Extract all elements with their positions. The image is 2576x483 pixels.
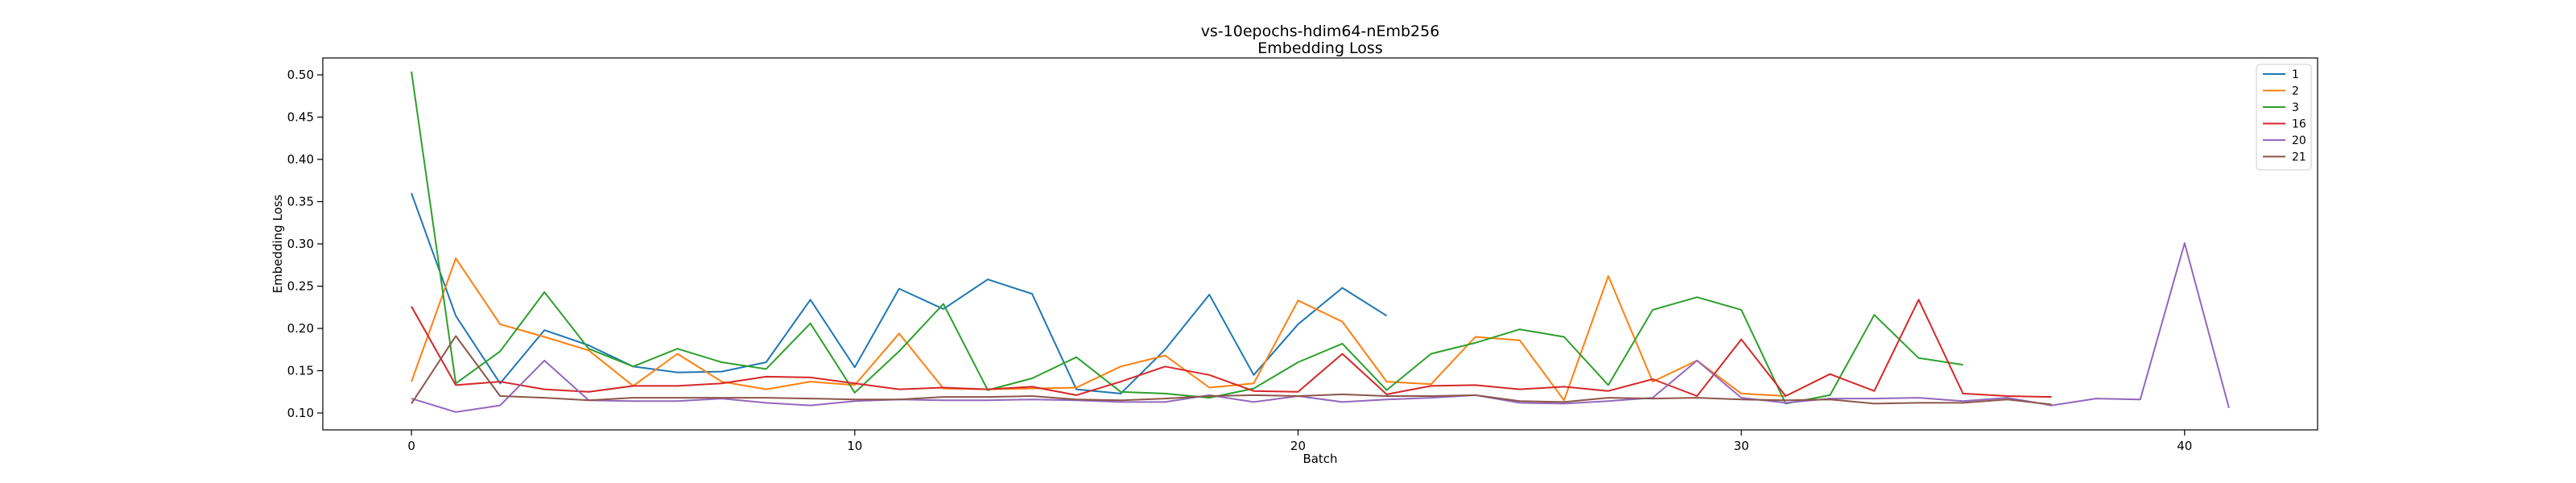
y-axis-label: Embedding Loss <box>270 194 285 293</box>
legend-label-2: 2 <box>2292 85 2299 98</box>
x-tick-label-3: 30 <box>1734 439 1749 453</box>
series-line-21 <box>411 335 2052 406</box>
y-tick-label-7: 0.45 <box>287 110 314 125</box>
x-tick-label-0: 0 <box>407 439 415 453</box>
series-line-1 <box>411 192 1388 394</box>
y-tick-label-2: 0.20 <box>287 321 314 336</box>
series-line-20 <box>411 242 2230 413</box>
axes-frame <box>322 57 2318 431</box>
y-tick-label-0: 0.10 <box>287 406 314 420</box>
x-tick-label-2: 20 <box>1290 439 1306 453</box>
x-tick-label-1: 10 <box>847 439 862 453</box>
legend-label-3: 3 <box>2292 101 2299 114</box>
series-line-16 <box>411 299 2052 398</box>
y-tick-label-4: 0.30 <box>287 237 314 251</box>
y-tick-label-5: 0.35 <box>287 195 314 209</box>
x-tick-label-4: 40 <box>2177 439 2192 453</box>
y-tick-label-3: 0.25 <box>287 279 314 294</box>
series-line-3 <box>411 71 1963 405</box>
series-layer <box>411 71 2230 413</box>
x-axis-label: Batch <box>1302 452 1337 466</box>
y-axis: 0.10 0.15 0.20 0.25 0.30 0.35 0.40 0.45 0.50 <box>287 68 323 420</box>
legend-label-20: 20 <box>2292 134 2306 147</box>
chart-subtitle: Embedding Loss <box>1257 39 1382 57</box>
chart-title: vs-10epochs-hdim64-nEmb256 <box>1201 23 1440 40</box>
legend-label-21: 21 <box>2292 151 2306 164</box>
y-tick-label-8: 0.50 <box>287 68 314 82</box>
legend-label-16: 16 <box>2292 118 2306 131</box>
legend-label-1: 1 <box>2292 68 2299 81</box>
y-tick-label-6: 0.40 <box>287 152 314 167</box>
series-line-2 <box>411 257 1786 402</box>
legend: 1 2 3 16 20 21 <box>2256 64 2312 171</box>
y-tick-label-1: 0.15 <box>287 364 314 378</box>
x-axis: 0 10 20 30 40 <box>407 430 2192 453</box>
